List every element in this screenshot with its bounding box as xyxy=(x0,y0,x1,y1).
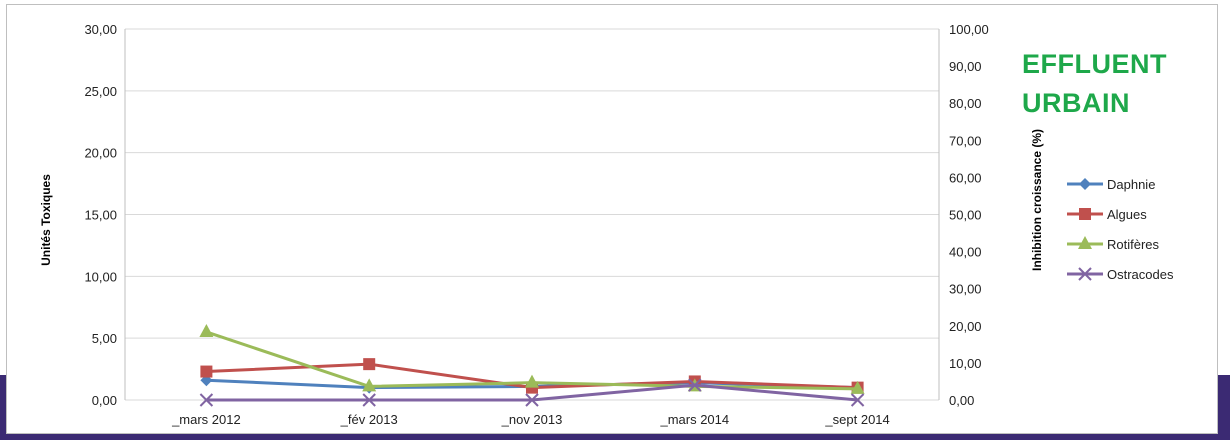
data-point xyxy=(200,365,213,378)
x-tick-label: _mars 2014 xyxy=(659,412,729,427)
y-tick-label: 5,00 xyxy=(92,331,117,346)
x-tick-label: _nov 2013 xyxy=(501,412,563,427)
x-tick-label: _fév 2013 xyxy=(340,412,398,427)
y2-tick-label: 10,00 xyxy=(949,356,982,371)
data-point xyxy=(525,374,539,388)
data-point xyxy=(1078,236,1092,249)
y-tick-label: 20,00 xyxy=(84,146,117,161)
y-tick-label: 25,00 xyxy=(84,84,117,99)
x-tick-label: _mars 2012 xyxy=(171,412,241,427)
data-point xyxy=(850,380,865,394)
legend-item: Algues xyxy=(1067,207,1147,222)
y2-tick-label: 70,00 xyxy=(949,133,982,148)
series-ostracodes xyxy=(199,378,865,407)
data-point xyxy=(362,378,377,392)
y-tick-label: 10,00 xyxy=(84,269,117,284)
legend-item: Ostracodes xyxy=(1067,267,1174,282)
left-y-tick-labels: 0,00 5,00 10,00 15,00 20,00 25,00 30,00 xyxy=(84,22,117,408)
y-tick-label: 15,00 xyxy=(84,208,117,223)
data-point xyxy=(688,378,702,392)
legend-item: Daphnie xyxy=(1067,177,1155,192)
y2-tick-label: 80,00 xyxy=(949,96,982,111)
y-axis-title: Unités Toxiques xyxy=(39,174,53,266)
y2-tick-label: 20,00 xyxy=(949,319,982,334)
data-point xyxy=(1079,208,1091,220)
annotation-line-2: URBAIN xyxy=(1022,88,1130,118)
data-point xyxy=(1079,178,1091,190)
x-tick-label: _sept 2014 xyxy=(824,412,889,427)
x-tick-labels: _mars 2012 _fév 2013 _nov 2013 _mars 2014 _s… xyxy=(171,412,890,427)
series-layer xyxy=(199,323,865,407)
data-point xyxy=(363,358,376,371)
right-y-tick-labels: 0,00 10,00 20,00 30,00 40,00 50,00 60,00 70,00 8… xyxy=(949,22,989,408)
y2-tick-label: 50,00 xyxy=(949,208,982,223)
data-point xyxy=(850,393,865,407)
legend: Daphnie Algues Rotifères Ostracodes xyxy=(1067,177,1174,282)
data-point xyxy=(1078,267,1092,281)
legend-label: Daphnie xyxy=(1107,177,1155,192)
y2-tick-label: 60,00 xyxy=(949,170,982,185)
legend-item: Rotifères xyxy=(1067,236,1160,252)
y2-tick-label: 30,00 xyxy=(949,282,982,297)
effluent-annotation: EFFLUENT URBAIN xyxy=(1022,45,1222,123)
data-point xyxy=(362,393,376,407)
annotation-line-1: EFFLUENT xyxy=(1022,49,1167,79)
line-chart: 0,00 5,00 10,00 15,00 20,00 25,00 30,00 0,00 10… xyxy=(39,22,1174,427)
legend-label: Ostracodes xyxy=(1107,267,1174,282)
chart-panel: 0,00 5,00 10,00 15,00 20,00 25,00 30,00 0,00 10… xyxy=(6,4,1218,434)
data-point xyxy=(525,393,539,407)
data-point xyxy=(199,323,214,337)
y2-tick-label: 40,00 xyxy=(949,245,982,260)
legend-label: Rotifères xyxy=(1107,237,1160,252)
y-tick-label: 30,00 xyxy=(84,22,117,37)
y2-axis-title: Inhibition croissance (%) xyxy=(1030,129,1044,271)
legend-label: Algues xyxy=(1107,207,1147,222)
y-tick-label: 0,00 xyxy=(92,393,117,408)
y2-tick-label: 90,00 xyxy=(949,59,982,74)
data-point xyxy=(199,393,214,407)
y2-tick-label: 100,00 xyxy=(949,22,989,37)
y2-tick-label: 0,00 xyxy=(949,393,974,408)
